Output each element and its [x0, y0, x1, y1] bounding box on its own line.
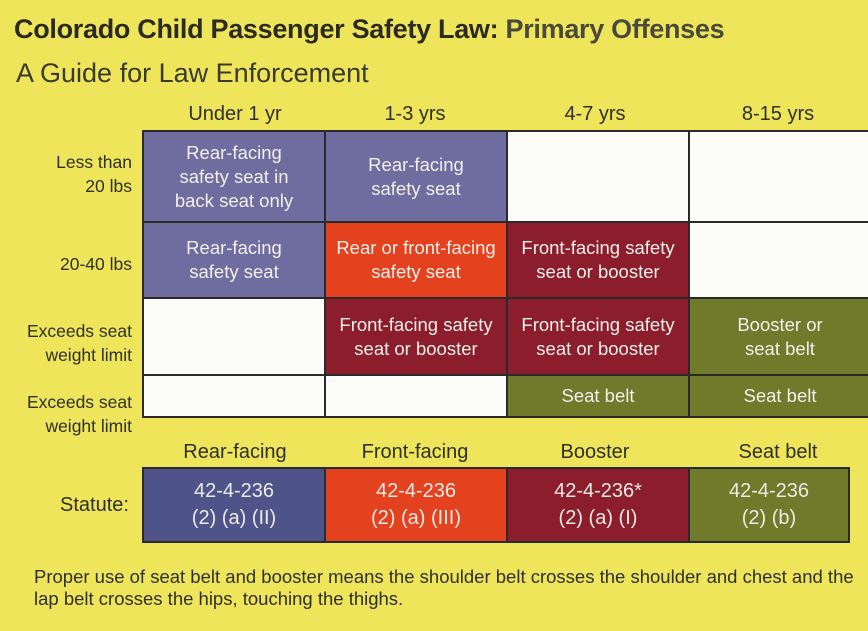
page-subtitle: A Guide for Law Enforcement — [16, 58, 369, 88]
cell-blank — [688, 221, 868, 299]
cell-line: seat or booster — [354, 337, 478, 359]
row-header-20-40: 20-40 lbs — [0, 252, 132, 276]
cell-rear-or-front-facing: Rear or front-facing safety seat — [324, 221, 508, 299]
cell-line: Front-facing safety — [339, 313, 493, 335]
cell-booster-or-seat-belt: Booster or seat belt — [688, 297, 868, 376]
cell-rear-facing-safety-seat: Rear-facing safety seat — [324, 130, 508, 223]
statute-subsection: (2) (a) (II) — [191, 507, 277, 529]
statute-subsection: (2) (a) (I) — [558, 507, 638, 529]
statute-subsection: (2) (a) (III) — [371, 507, 461, 529]
statute-code: 42-4-236 — [375, 480, 457, 502]
cell-front-facing-or-booster: Front-facing safety seat or booster — [506, 297, 690, 376]
cell-seat-belt: Seat belt — [506, 374, 690, 418]
footnote: Proper use of seat belt and booster mean… — [34, 566, 854, 609]
cell-line: Booster or — [737, 313, 823, 335]
row-header-line: Exceeds seat — [26, 321, 132, 341]
statute-category-seat-belt: Seat belt — [738, 441, 818, 463]
restraint-grid: Rear-facing safety seat in back seat onl… — [142, 130, 868, 420]
cell-line: Seat belt — [561, 385, 635, 406]
column-header-under-1: Under 1 yr — [188, 103, 282, 125]
statute-code: 42-4-236* — [554, 480, 642, 502]
cell-front-facing-or-booster: Front-facing safety seat or booster — [324, 297, 508, 376]
row-header-less-than-20: Less than 20 lbs — [0, 150, 132, 198]
row-header-exceeds-weight-2: Exceeds seat weight limit — [0, 390, 132, 438]
row-header-line: Exceeds seat — [26, 392, 132, 412]
statute-rear-facing: 42-4-236 (2) (a) (II) — [142, 467, 326, 543]
cell-blank — [142, 297, 326, 376]
column-header-1-3: 1-3 yrs — [384, 103, 446, 125]
statute-category-front-facing: Front-facing — [361, 441, 469, 463]
cell-line: seat belt — [745, 337, 815, 359]
page-title: Colorado Child Passenger Safety Law: Pri… — [14, 14, 725, 45]
cell-line: Rear-facing — [368, 153, 464, 175]
cell-line: safety seat — [189, 261, 279, 282]
cell-rear-facing-safety-seat: Rear-facing safety seat — [142, 221, 326, 299]
cell-seat-belt: Seat belt — [688, 374, 868, 418]
cell-line: safety seat — [371, 177, 461, 199]
cell-rear-facing-back-seat: Rear-facing safety seat in back seat onl… — [142, 130, 326, 223]
statute-subsection: (2) (b) — [741, 507, 797, 529]
cell-line: Rear-facing — [186, 237, 282, 258]
statute-booster: 42-4-236* (2) (a) (I) — [506, 467, 690, 543]
column-header-8-15: 8-15 yrs — [741, 103, 815, 125]
row-header-exceeds-weight-1: Exceeds seat weight limit — [0, 319, 132, 367]
row-header-line: weight limit — [45, 345, 132, 365]
statute-front-facing: 42-4-236 (2) (a) (III) — [324, 467, 508, 543]
cell-line: safety seat in — [179, 165, 289, 187]
statute-category-rear-facing: Rear-facing — [183, 441, 287, 463]
cell-blank — [324, 374, 508, 418]
statute-label: Statute: — [60, 494, 129, 516]
cell-blank — [506, 130, 690, 223]
cell-line: Front-facing safety — [521, 313, 675, 335]
cell-line: Front-facing safety — [521, 237, 675, 258]
row-header-line: weight limit — [45, 416, 132, 436]
row-header-line: 20-40 lbs — [60, 254, 132, 274]
cell-line: Rear or front-facing — [336, 237, 496, 258]
cell-line: seat or booster — [536, 261, 660, 282]
cell-line: Seat belt — [743, 385, 817, 406]
cell-blank — [688, 130, 868, 223]
title-main: Colorado Child Passenger Safety Law: — [14, 14, 499, 44]
statute-seat-belt: 42-4-236 (2) (b) — [688, 467, 850, 543]
column-header-4-7: 4-7 yrs — [564, 103, 626, 125]
statute-code: 42-4-236 — [193, 480, 275, 502]
statute-category-booster: Booster — [560, 441, 630, 463]
row-header-line: 20 lbs — [85, 176, 132, 196]
statute-code: 42-4-236 — [728, 480, 810, 502]
title-emphasis: Primary Offenses — [505, 14, 725, 44]
cell-line: seat or booster — [536, 337, 660, 359]
cell-line: Rear-facing — [186, 141, 282, 163]
cell-line: safety seat — [371, 261, 461, 282]
cell-blank — [142, 374, 326, 418]
cell-line: back seat only — [174, 189, 294, 211]
cell-front-facing-or-booster: Front-facing safety seat or booster — [506, 221, 690, 299]
row-header-line: Less than — [56, 152, 132, 172]
